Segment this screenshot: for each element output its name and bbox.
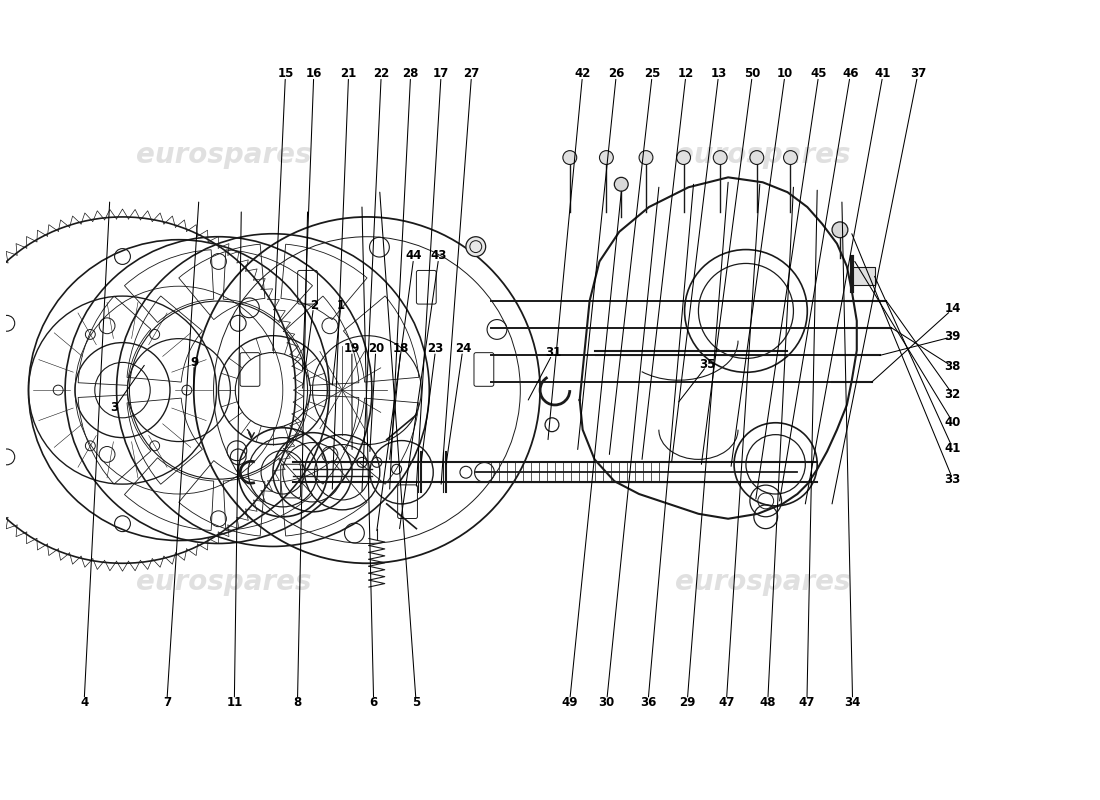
Text: 16: 16 <box>306 67 322 80</box>
Text: 42: 42 <box>574 67 591 80</box>
Text: 48: 48 <box>759 696 775 709</box>
Text: eurospares: eurospares <box>135 568 311 596</box>
Circle shape <box>832 222 848 238</box>
Text: 19: 19 <box>343 342 360 355</box>
Text: eurospares: eurospares <box>674 141 850 169</box>
Text: 32: 32 <box>945 388 961 401</box>
Text: 44: 44 <box>406 250 422 262</box>
Text: 14: 14 <box>945 302 961 315</box>
Text: 29: 29 <box>679 696 695 709</box>
FancyBboxPatch shape <box>852 267 874 286</box>
Text: 6: 6 <box>370 696 377 709</box>
Text: 13: 13 <box>711 67 727 80</box>
Text: 22: 22 <box>373 67 389 80</box>
Text: eurospares: eurospares <box>674 568 850 596</box>
Text: 41: 41 <box>874 67 891 80</box>
Text: 25: 25 <box>645 67 660 80</box>
Text: 47: 47 <box>718 696 735 709</box>
Circle shape <box>563 150 576 165</box>
Text: 30: 30 <box>598 696 615 709</box>
Text: 24: 24 <box>454 342 471 355</box>
Text: 34: 34 <box>845 696 861 709</box>
Text: 41: 41 <box>945 442 961 454</box>
Text: eurospares: eurospares <box>135 141 311 169</box>
Text: 45: 45 <box>811 67 827 80</box>
Text: 37: 37 <box>910 67 926 80</box>
Text: 7: 7 <box>163 696 170 709</box>
Text: 9: 9 <box>190 355 198 369</box>
Circle shape <box>614 178 628 191</box>
Text: 15: 15 <box>277 67 294 80</box>
Text: 12: 12 <box>678 67 694 80</box>
Text: 4: 4 <box>80 696 88 709</box>
Text: 18: 18 <box>393 342 409 355</box>
Text: 20: 20 <box>367 342 384 355</box>
Text: 40: 40 <box>945 416 961 429</box>
Circle shape <box>639 150 653 165</box>
Text: 50: 50 <box>745 67 761 80</box>
Text: 2: 2 <box>310 298 318 311</box>
Text: 21: 21 <box>341 67 356 80</box>
Text: 28: 28 <box>403 67 419 80</box>
Text: 10: 10 <box>777 67 793 80</box>
Text: 1: 1 <box>337 298 345 311</box>
Circle shape <box>676 150 691 165</box>
Circle shape <box>713 150 727 165</box>
Text: 31: 31 <box>546 346 561 359</box>
Circle shape <box>750 150 763 165</box>
Text: 27: 27 <box>463 67 480 80</box>
Text: 33: 33 <box>945 473 961 486</box>
Text: 5: 5 <box>412 696 420 709</box>
Text: 38: 38 <box>945 360 961 374</box>
Text: 17: 17 <box>433 67 449 80</box>
Circle shape <box>466 237 486 257</box>
Text: 36: 36 <box>640 696 657 709</box>
Text: 49: 49 <box>561 696 578 709</box>
Text: 26: 26 <box>608 67 625 80</box>
Text: 43: 43 <box>431 250 448 262</box>
Text: 35: 35 <box>700 358 716 371</box>
Text: 8: 8 <box>294 696 301 709</box>
Text: 47: 47 <box>799 696 815 709</box>
Text: 39: 39 <box>945 330 961 343</box>
Text: 3: 3 <box>110 402 119 414</box>
Circle shape <box>783 150 798 165</box>
Text: 23: 23 <box>428 342 443 355</box>
Text: 11: 11 <box>227 696 242 709</box>
Text: 46: 46 <box>843 67 859 80</box>
Circle shape <box>600 150 614 165</box>
